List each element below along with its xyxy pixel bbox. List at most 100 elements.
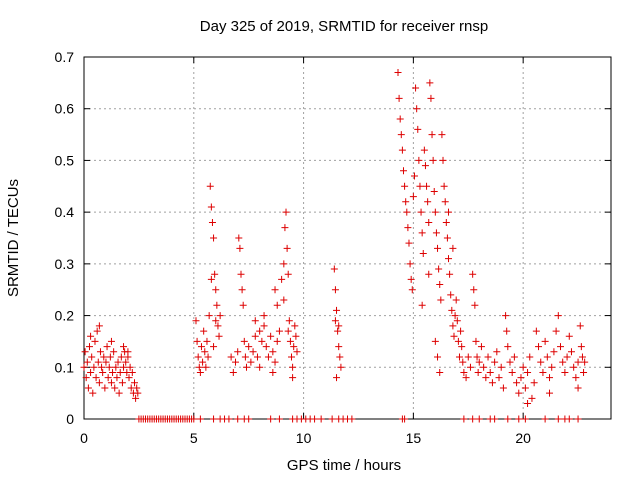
data-point [348,415,356,423]
data-point [124,348,132,356]
data-point [473,353,481,361]
data-point [267,415,275,423]
data-point [234,348,242,356]
data-point [234,415,242,423]
data-point [275,415,283,423]
data-point [206,182,214,190]
data-point [190,415,198,423]
data-point [128,368,136,376]
data-point [256,363,264,371]
data-point [430,187,438,195]
data-point [408,286,416,294]
y-tick-label: 0.7 [55,49,75,65]
data-point [503,327,511,335]
data-point [442,218,450,226]
data-point [203,337,211,345]
data-point [508,368,516,376]
data-point [335,343,343,351]
data-point [267,332,275,340]
data-point [103,343,111,351]
data-point [196,415,204,423]
data-point [559,358,567,366]
data-point [539,368,547,376]
data-point [417,208,425,216]
data-point [229,368,237,376]
data-point [112,363,120,371]
data-point [251,317,259,325]
data-point [524,399,532,407]
data-point [249,348,257,356]
chart-title: Day 325 of 2019, SRMTID for receiver rns… [200,18,488,35]
data-point [528,394,536,402]
data-point [111,384,119,392]
data-point [510,353,518,361]
data-point [200,327,208,335]
data-point [488,379,496,387]
data-point [405,239,413,247]
data-point [440,182,448,190]
data-point [87,368,95,376]
data-point [95,379,103,387]
data-point [401,182,409,190]
data-point [419,250,427,258]
data-point [83,358,91,366]
data-point [563,353,571,361]
data-point [98,363,106,371]
data-point [293,348,301,356]
data-point [118,379,126,387]
data-point [576,322,584,330]
data-point [240,337,248,345]
data-point [227,353,235,361]
data-point [251,332,259,340]
data-point [486,368,494,376]
data-point [455,353,463,361]
y-tick-label: 0.3 [55,256,75,272]
data-point [289,363,297,371]
data-point [202,363,210,371]
data-point [475,358,483,366]
data-point [521,415,529,423]
data-point [126,363,134,371]
data-point [532,327,540,335]
data-point [459,358,467,366]
data-point [292,332,300,340]
x-tick-label: 15 [406,430,422,446]
data-point [207,275,215,283]
data-point [210,343,218,351]
data-point [84,384,92,392]
data-point [212,317,220,325]
data-point [278,275,286,283]
data-point [328,415,336,423]
data-point [460,368,468,376]
data-point [443,234,451,242]
axis-ticks: 0 0.1 0.2 0.3 0.4 0.5 0.6 0.7 0 5 10 15 20 [55,49,611,446]
data-point [428,131,436,139]
data-point [437,296,445,304]
data-point [199,358,207,366]
data-point [333,306,341,314]
data-point [431,337,439,345]
data-point [550,348,558,356]
data-point [504,343,512,351]
data-point [280,260,288,268]
data-point [95,322,103,330]
data-point [134,389,142,397]
data-point [214,322,222,330]
data-point [449,322,457,330]
data-point [260,322,268,330]
data-point [115,389,123,397]
data-point [470,286,478,294]
data-point [434,353,442,361]
data-point [439,156,447,164]
data-point [125,374,133,382]
data-point [578,353,586,361]
data-point [235,234,243,242]
y-tick-label: 0.4 [55,204,75,220]
data-points [80,69,589,423]
data-point [574,384,582,392]
data-point [491,358,499,366]
data-point [452,296,460,304]
data-point [427,94,435,102]
data-point [397,131,405,139]
data-point [260,312,268,320]
